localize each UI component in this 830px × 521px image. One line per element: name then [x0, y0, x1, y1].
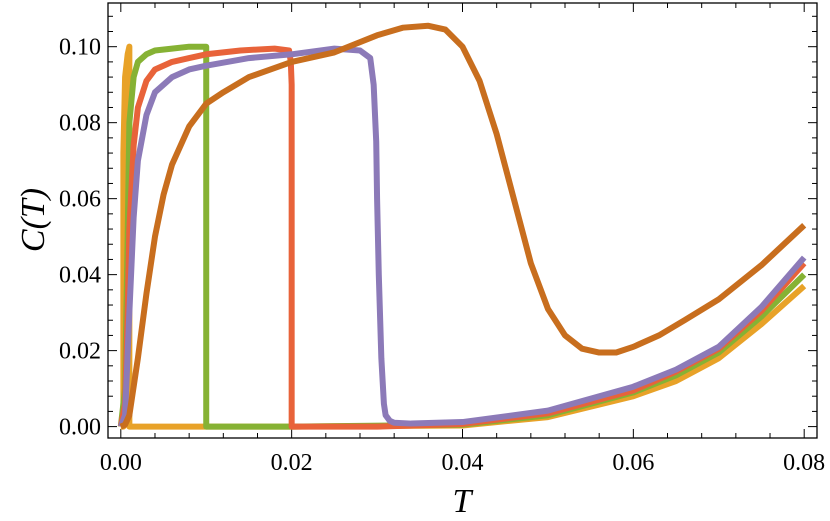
y-tick-label: 0.04 — [59, 263, 101, 289]
axis-tick-labels: 0.00 0.02 0.04 0.06 0.08 0.00 0.02 0.04 0.06 0.08… — [59, 35, 825, 476]
x-tick-label: 0.08 — [783, 450, 825, 476]
series-layer — [117, 22, 807, 430]
x-tick-label: 0.04 — [442, 450, 484, 476]
series-line-3 — [117, 45, 807, 430]
x-tick-label: 0.02 — [271, 450, 313, 476]
y-tick-label: 0.06 — [59, 187, 101, 213]
plot-frame — [107, 2, 818, 439]
x-axis-label: T — [453, 483, 474, 520]
y-tick-label: 0.00 — [59, 415, 101, 441]
y-tick-label: 0.02 — [59, 339, 101, 365]
y-axis-label: C(T) — [15, 188, 52, 252]
series-line-4 — [118, 45, 807, 428]
y-tick-label: 0.08 — [59, 111, 101, 137]
x-tick-label: 0.00 — [100, 450, 142, 476]
x-tick-label: 0.06 — [612, 450, 654, 476]
series-line-5 — [119, 22, 807, 430]
series-line-2 — [117, 43, 807, 430]
axis-ticks — [108, 3, 817, 438]
y-tick-label: 0.10 — [59, 35, 101, 61]
